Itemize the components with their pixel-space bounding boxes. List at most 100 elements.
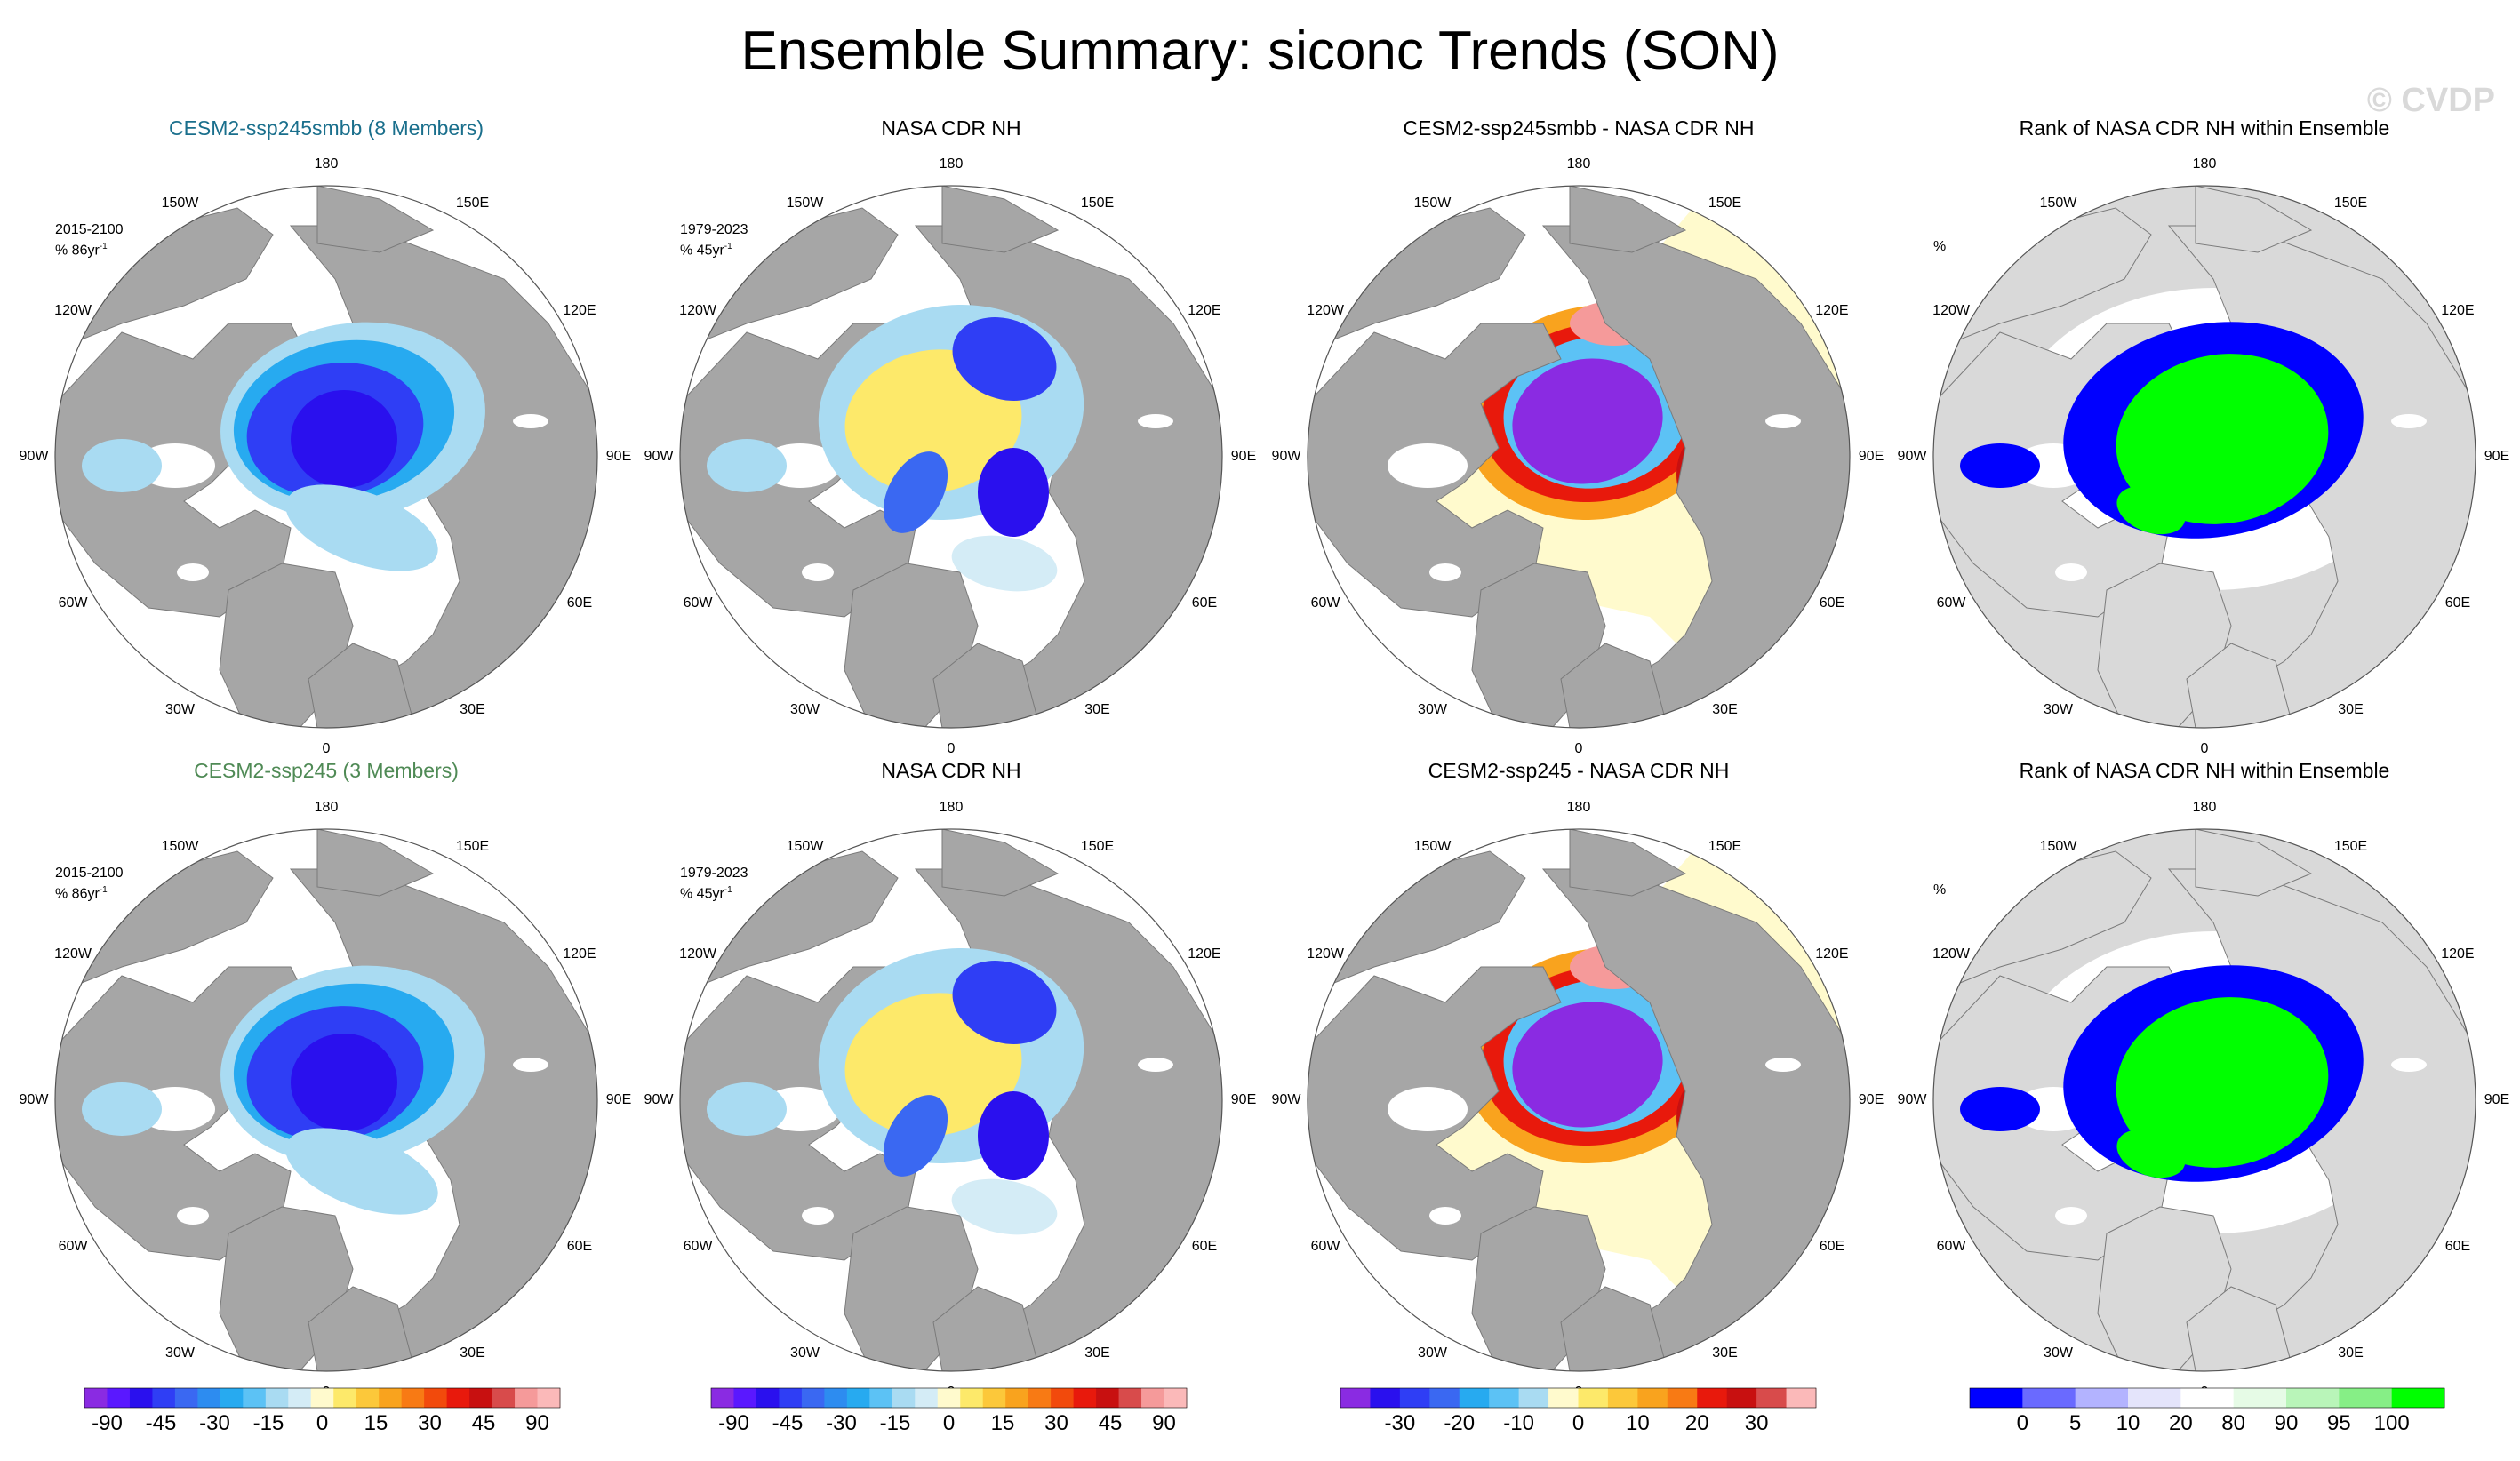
longitude-label: 90W bbox=[19, 1092, 49, 1107]
colorbar-swatch bbox=[469, 1388, 493, 1408]
trend-units: % bbox=[1933, 882, 1947, 898]
colorbar-swatch bbox=[1697, 1388, 1728, 1408]
colorbar-swatch bbox=[537, 1388, 561, 1408]
panel-info: 2015-2100 % 86yr-1 bbox=[55, 865, 124, 902]
map-border bbox=[1307, 185, 1851, 729]
colorbar-swatch bbox=[2391, 1388, 2445, 1408]
hudson-bay bbox=[1388, 443, 1468, 488]
colorbar-swatch bbox=[1489, 1388, 1520, 1408]
trend-period: 2015-2100 bbox=[55, 866, 124, 881]
watermark: © CVDP bbox=[2366, 82, 2495, 119]
panel-info: 1979-2023 % 45yr-1 bbox=[680, 221, 748, 259]
rank-hudson bbox=[1960, 443, 2040, 488]
colorbar-swatch bbox=[1548, 1388, 1579, 1408]
colorbar-tick-label: 20 bbox=[1684, 1411, 1709, 1435]
hudson-ice bbox=[82, 1082, 162, 1136]
colorbar-swatch bbox=[1756, 1388, 1788, 1408]
lake bbox=[1765, 414, 1801, 428]
colorbar-tick-label: 90 bbox=[525, 1411, 549, 1435]
colorbar-swatch bbox=[733, 1388, 757, 1408]
colorbar-tick-label: -15 bbox=[252, 1411, 284, 1435]
longitude-label: 30E bbox=[1712, 1345, 1738, 1361]
longitude-label: 120W bbox=[1932, 946, 1970, 962]
longitude-label: 90W bbox=[1271, 449, 1301, 464]
longitude-label: 120E bbox=[2441, 302, 2475, 318]
longitude-label: 90E bbox=[1858, 449, 1884, 464]
longitude-label: 150W bbox=[1413, 839, 1452, 855]
longitude-label: 30E bbox=[460, 701, 485, 717]
longitude-label: 120W bbox=[54, 946, 92, 962]
longitude-label: 90E bbox=[2484, 1092, 2510, 1107]
colorbar-tick-label: -45 bbox=[772, 1411, 804, 1435]
map-border bbox=[1932, 185, 2476, 729]
colorbar-swatch bbox=[379, 1388, 403, 1408]
longitude-label: 90W bbox=[1897, 1092, 1927, 1107]
land-mass-5 bbox=[316, 829, 435, 897]
longitude-label: 90W bbox=[644, 1092, 674, 1107]
colorbar-swatch bbox=[424, 1388, 448, 1408]
longitude-label: 90E bbox=[605, 449, 632, 464]
colorbar-swatch bbox=[1637, 1388, 1668, 1408]
land-mass-5 bbox=[941, 829, 1060, 897]
longitude-label: 150E bbox=[455, 196, 490, 212]
colorbar-tick-label: -45 bbox=[145, 1411, 177, 1435]
colorbar-swatch bbox=[515, 1388, 539, 1408]
rank-high bbox=[2116, 354, 2329, 524]
colorbar-swatch bbox=[1786, 1388, 1817, 1408]
colorbar-tick-label: 5 bbox=[2068, 1411, 2082, 1435]
obs-strong-top bbox=[952, 316, 1057, 402]
longitude-label: 120W bbox=[1932, 302, 1970, 318]
map-border bbox=[679, 828, 1223, 1372]
colorbar-tick-label: 45 bbox=[471, 1411, 496, 1435]
colorbar-swatch bbox=[1164, 1388, 1188, 1408]
longitude-label: 60E bbox=[2444, 595, 2471, 611]
longitude-label: 60E bbox=[566, 595, 593, 611]
colorbar-tick-label: -90 bbox=[92, 1411, 123, 1435]
map-border bbox=[54, 185, 598, 729]
colorbar-swatch bbox=[1578, 1388, 1609, 1408]
longitude-label: 180 bbox=[939, 156, 964, 172]
longitude-label: 150W bbox=[786, 839, 824, 855]
longitude-label: 150E bbox=[1708, 839, 1742, 855]
colorbar-tick-label: 15 bbox=[364, 1411, 388, 1435]
colorbar-tick-label: -30 bbox=[1384, 1411, 1416, 1435]
colorbar-swatch bbox=[756, 1388, 780, 1408]
colorbar-tick-label: 10 bbox=[1626, 1411, 1650, 1435]
lake bbox=[2391, 414, 2427, 428]
panel-info: 1979-2023 % 45yr-1 bbox=[680, 865, 748, 902]
colorbar-swatch bbox=[84, 1388, 108, 1408]
longitude-label: 120E bbox=[563, 302, 596, 318]
longitude-label: 180 bbox=[1566, 156, 1591, 172]
longitude-label: 30W bbox=[1418, 1345, 1447, 1361]
map-border bbox=[54, 828, 598, 1372]
colorbar-tick-label: 100 bbox=[2373, 1411, 2410, 1435]
panel-title: CESM2-ssp245 - NASA CDR NH bbox=[1428, 759, 1730, 782]
panel-info: 2015-2100 % 86yr-1 bbox=[55, 221, 124, 259]
colorbar-swatch bbox=[1118, 1388, 1142, 1408]
colorbar-tick-label: 30 bbox=[1744, 1411, 1769, 1435]
panel-title: Rank of NASA CDR NH within Ensemble bbox=[2019, 759, 2390, 782]
colorbar-swatch bbox=[846, 1388, 870, 1408]
rank-high-small bbox=[2116, 485, 2186, 535]
lake bbox=[2055, 563, 2087, 581]
colorbar-swatch bbox=[174, 1388, 198, 1408]
colorbar-tick-label: 15 bbox=[990, 1411, 1015, 1435]
lake bbox=[1429, 563, 1461, 581]
lake bbox=[2391, 1058, 2427, 1072]
land-mass-3 bbox=[308, 1286, 416, 1371]
colorbar-tick-label: 0 bbox=[942, 1411, 956, 1435]
longitude-label: 120W bbox=[1307, 302, 1344, 318]
colorbar-tick-label: 10 bbox=[2116, 1411, 2140, 1435]
colorbar-swatch bbox=[2286, 1388, 2340, 1408]
polar-map bbox=[1307, 185, 1851, 729]
page-title: Ensemble Summary: siconc Trends (SON) bbox=[740, 20, 1780, 82]
longitude-label: 60W bbox=[1936, 1238, 1966, 1254]
longitude-label: 180 bbox=[2192, 800, 2217, 815]
lake bbox=[1765, 1058, 1801, 1072]
longitude-label: 30W bbox=[1418, 701, 1447, 717]
colorbar-tick-label: 20 bbox=[2168, 1411, 2193, 1435]
colorbar-swatch bbox=[1028, 1388, 1052, 1408]
land-mass-3 bbox=[1560, 643, 1668, 728]
colorbar-tick-label: -30 bbox=[826, 1411, 857, 1435]
land-mass-3 bbox=[308, 643, 416, 728]
